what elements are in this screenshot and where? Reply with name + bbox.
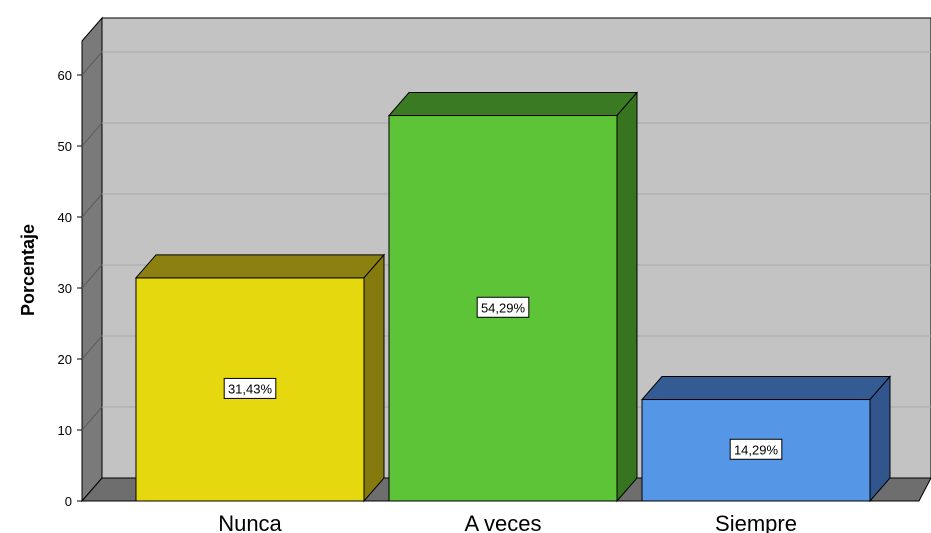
bar-top <box>134 254 386 279</box>
bar-side <box>869 375 891 503</box>
y-tick-label: 10 <box>58 423 72 438</box>
data-label: 31,43% <box>228 381 273 396</box>
bars: 31,43% 54,29% 14,29% <box>134 91 892 503</box>
gridline-wall <box>81 193 103 218</box>
x-axis: Nunca A veces Siempre <box>218 511 797 533</box>
y-tick-label: 60 <box>58 68 72 83</box>
x-tick-label: Siempre <box>715 511 797 533</box>
bar-side <box>616 91 638 503</box>
plot-left-wall <box>81 16 103 503</box>
x-tick-label: A veces <box>464 511 541 533</box>
bar-top <box>640 376 892 401</box>
bar-group-2: 14,29% <box>640 375 892 503</box>
data-label-box <box>223 377 277 399</box>
y-tick-label: 50 <box>58 139 72 154</box>
bar-group-0: 31,43% <box>134 253 386 503</box>
bar-group-1: 54,29% <box>387 91 639 503</box>
gridline-wall <box>81 264 103 289</box>
data-label: 14,29% <box>734 442 779 457</box>
y-tick-label: 0 <box>65 494 72 509</box>
data-label: 54,29% <box>481 300 526 315</box>
gridline-wall <box>81 335 103 360</box>
gridline-wall <box>81 122 103 147</box>
gridline-wall <box>81 51 103 76</box>
gridline-wall <box>81 406 103 431</box>
y-tick-label: 30 <box>58 281 72 296</box>
bar-top <box>387 92 639 117</box>
y-tick-label: 20 <box>58 352 72 367</box>
y-axis-label: Porcentaje <box>18 224 38 316</box>
data-label-box <box>476 296 530 318</box>
bar-side <box>363 253 385 503</box>
y-tick-label: 40 <box>58 210 72 225</box>
x-tick-label: Nunca <box>218 511 282 533</box>
data-label-box <box>729 438 783 460</box>
y-axis: 0 10 20 30 40 50 60 <box>58 68 82 509</box>
